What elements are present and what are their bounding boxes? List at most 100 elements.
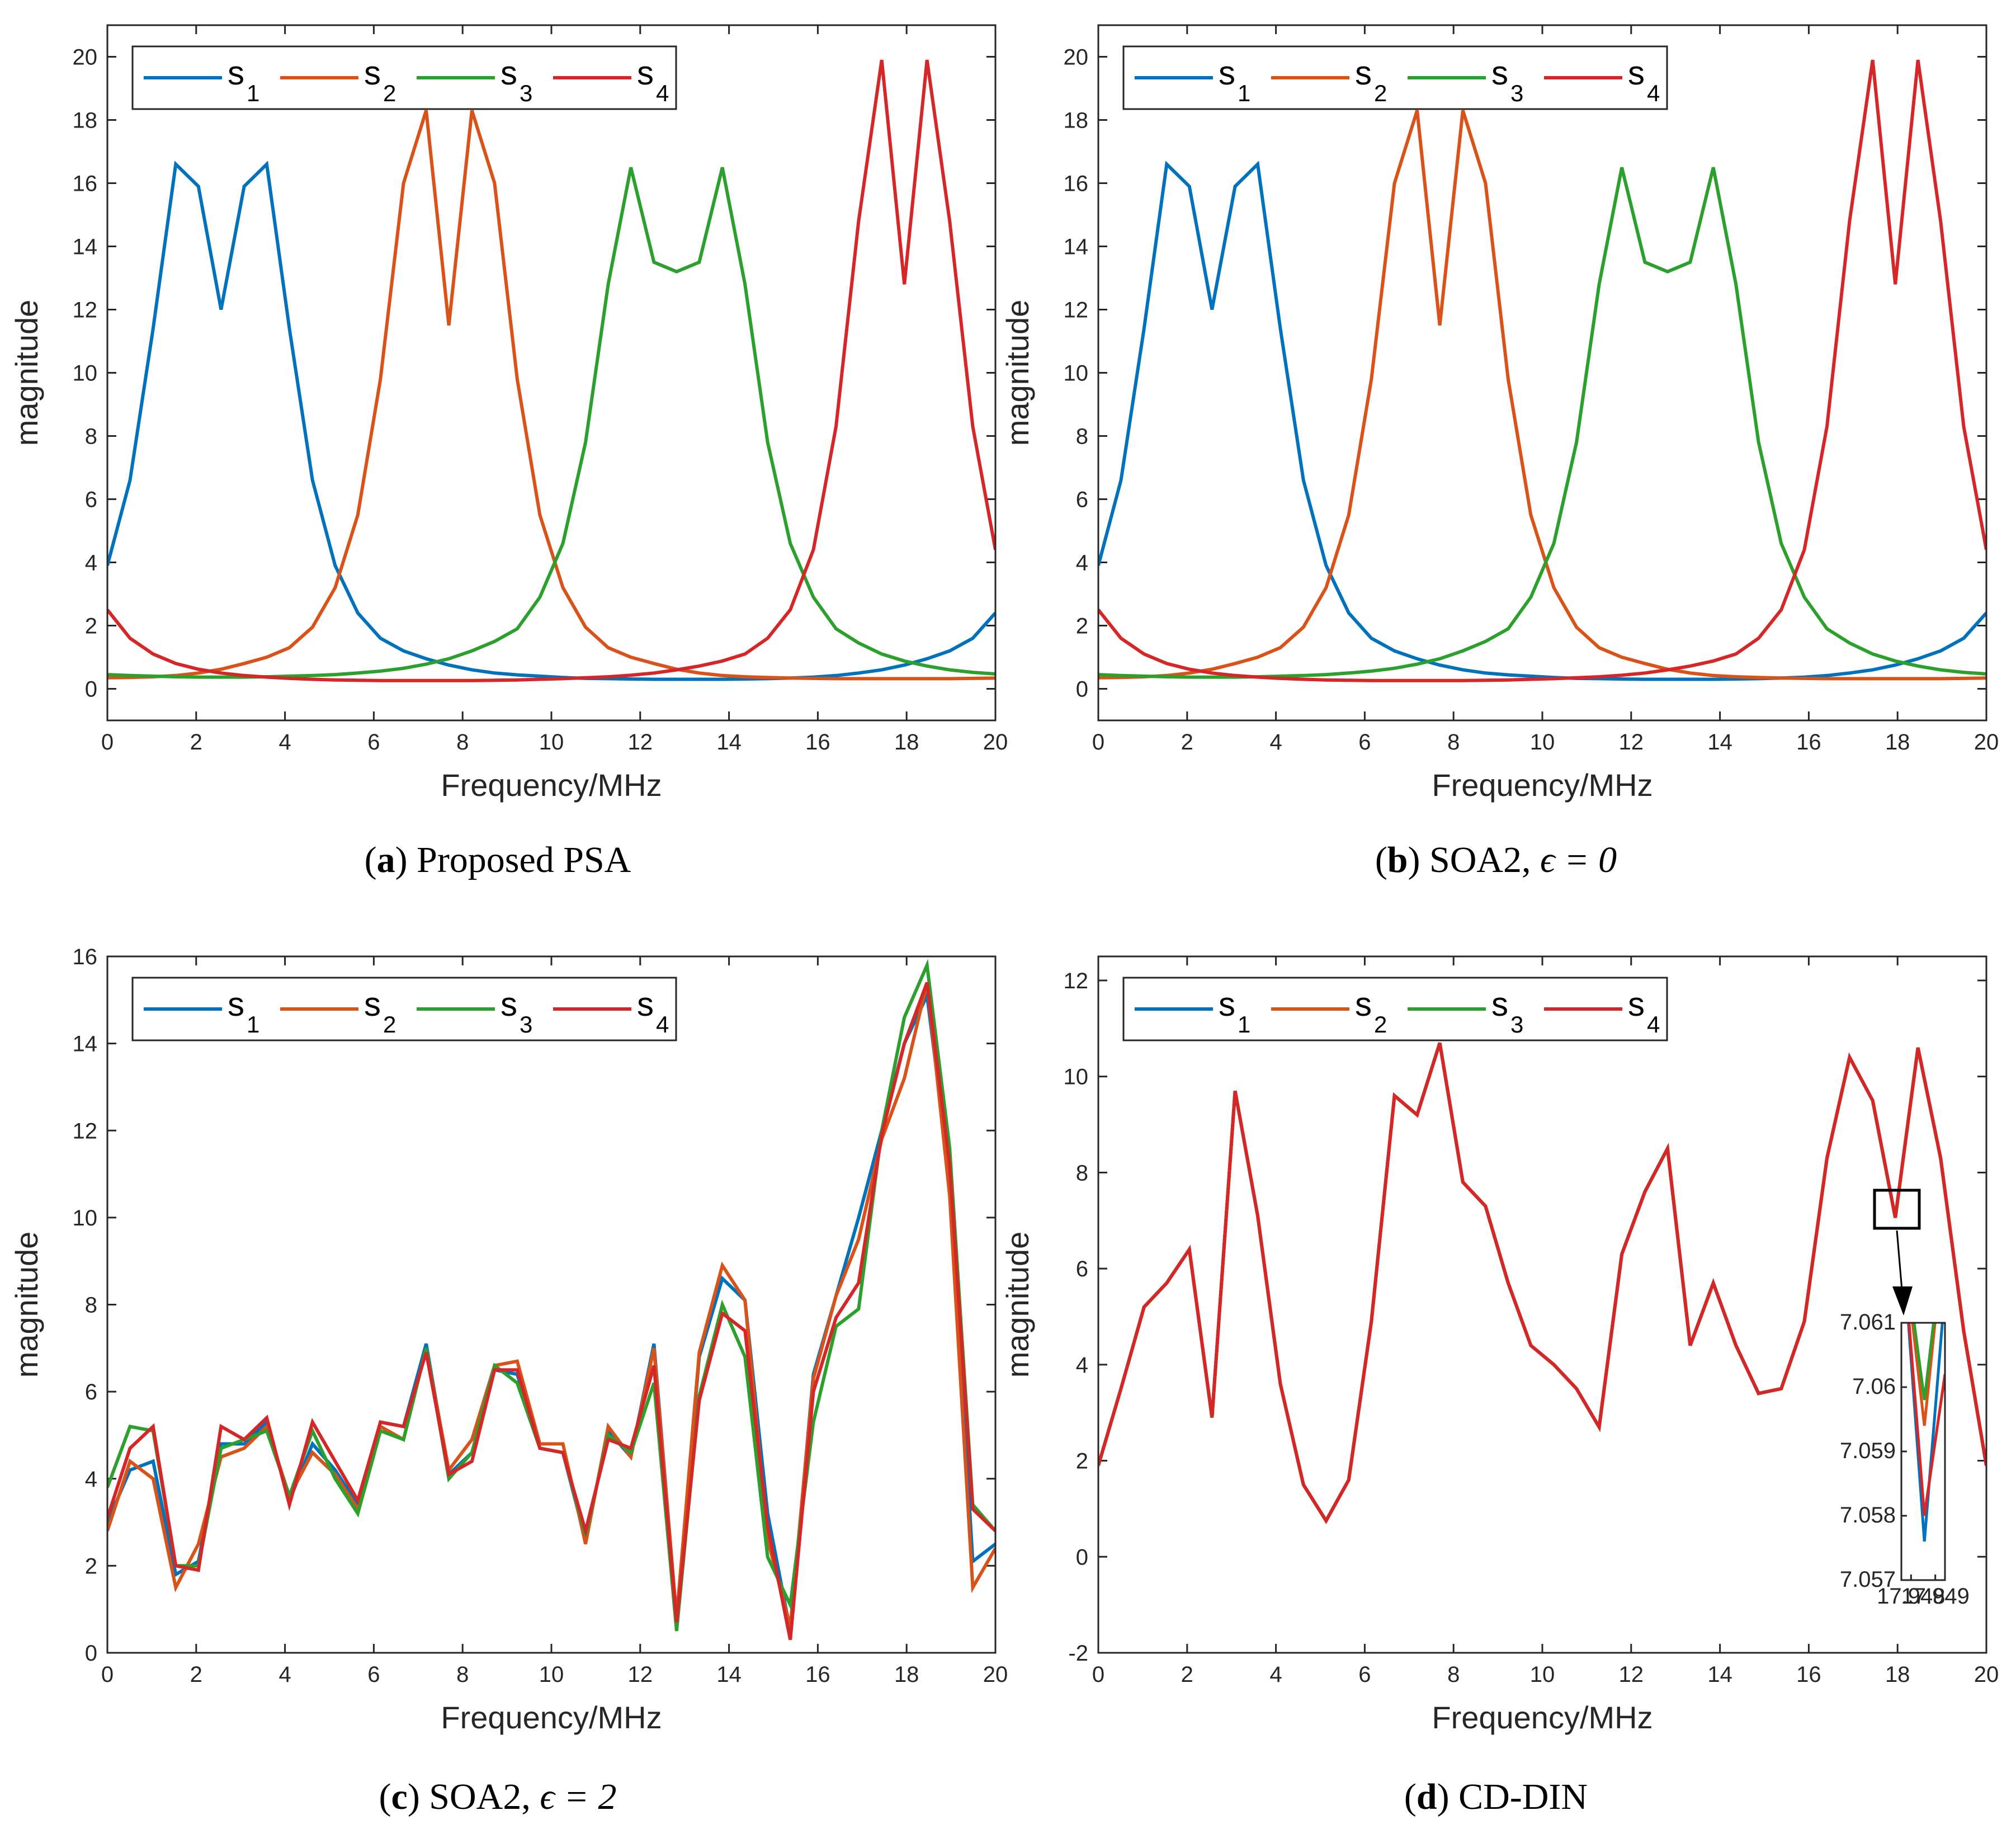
x-tick-label: 20 (1974, 1662, 1999, 1687)
chart-panel-c: 0 2 4 6 8 10 12 14 16 18 200246810121416Frequency/… (9, 945, 1008, 1735)
y-tick-label: 12 (1064, 969, 1089, 993)
x-tick-label: 2 (190, 1662, 202, 1687)
x-tick-label: 6 (1358, 1662, 1371, 1687)
legend-label-s1: s (1219, 54, 1235, 92)
y-tick-label: 10 (73, 1206, 98, 1231)
x-tick-label: 6 (1358, 730, 1371, 755)
chart-panel-a: 0 2 4 6 8 10 12 14 16 18 2002468101214161820Freque… (9, 24, 1008, 803)
series-line-s1 (1098, 161, 1986, 681)
y-tick-label: 12 (73, 1119, 98, 1143)
legend-label-s1: s (1219, 986, 1235, 1023)
y-tick-label: 6 (85, 488, 97, 512)
y-tick-label: 2 (85, 1554, 97, 1578)
x-tick-label: 16 (805, 1662, 830, 1687)
x-tick-label: 20 (983, 1662, 1008, 1687)
inset-y-tick-label: 7.061 (1840, 1310, 1896, 1335)
y-tick-label: 10 (1064, 361, 1089, 386)
y-tick-label: 0 (1076, 677, 1088, 702)
inset-line-s4 (1908, 1323, 1945, 1516)
legend-label-s2: s (1355, 54, 1372, 92)
x-tick-label: 0 (101, 730, 114, 755)
series-line-s1 (107, 161, 995, 681)
series-group (1098, 59, 1986, 682)
legend-label-s3: s (1491, 986, 1508, 1023)
x-axis-label: Frequency/MHz (441, 767, 662, 803)
x-tick-label: 8 (1447, 730, 1460, 755)
legend-sub-s1: 1 (247, 80, 259, 106)
series-group (107, 59, 995, 682)
x-tick-label: 10 (1530, 1662, 1555, 1687)
caption-text: SOA2, (1429, 840, 1531, 880)
y-tick-label: 4 (1076, 1353, 1088, 1378)
y-tick-label: 16 (73, 172, 98, 196)
x-tick-label: 4 (1269, 730, 1282, 755)
chart-panel-d: 0 2 4 6 8 10 12 14 16 18 20-2024681012Frequency/MH… (1000, 955, 1999, 1735)
y-tick-label: 4 (85, 1467, 97, 1492)
legend-sub-s1: 1 (1238, 1011, 1250, 1038)
inset-line-s3 (1913, 1323, 1935, 1401)
legend-sub-s2: 2 (1374, 1011, 1387, 1038)
x-tick-label: 0 (1092, 1662, 1104, 1687)
y-tick-label: 18 (1064, 109, 1089, 133)
legend-label-s2: s (364, 986, 381, 1023)
legend-sub-s3: 3 (520, 80, 532, 106)
legend-sub-s2: 2 (383, 80, 396, 106)
x-tick-label: 4 (278, 1662, 291, 1687)
series-line-s4 (107, 59, 995, 682)
legend-sub-s4: 4 (656, 1011, 669, 1038)
zoom-marker (1873, 1189, 1921, 1230)
y-tick-label: 0 (1076, 1545, 1088, 1569)
caption-d: (d) CD-DIN (1404, 1776, 1588, 1817)
legend-label-s4: s (637, 986, 654, 1023)
caption-math: ϵ = 0 (1540, 840, 1617, 880)
axes-box (106, 24, 997, 722)
x-tick-label: 2 (1181, 1662, 1193, 1687)
inset-y-tick-label: 7.058 (1840, 1503, 1896, 1528)
caption-text: SOA2, (429, 1776, 531, 1817)
legend-sub-s3: 3 (1510, 1011, 1523, 1038)
inset-y-tick-label: 7.06 (1852, 1374, 1896, 1399)
y-tick-label: 8 (1076, 1161, 1088, 1185)
x-tick-label: 14 (1707, 1662, 1732, 1687)
x-tick-label: 4 (1269, 1662, 1282, 1687)
inset-y-tick-label: 7.057 (1840, 1567, 1896, 1592)
x-tick-label: 16 (1796, 730, 1821, 755)
y-axis-label: magnitude (1000, 300, 1035, 446)
legend-sub-s3: 3 (520, 1011, 532, 1038)
x-axis-label: Frequency/MHz (1432, 767, 1653, 803)
x-tick-label: 16 (805, 730, 830, 755)
series-line-s4 (1098, 1042, 1986, 1524)
inset-y-tick-label: 7.059 (1840, 1439, 1896, 1463)
series-line-s4 (1098, 59, 1986, 682)
x-tick-label: 10 (539, 730, 564, 755)
legend-label-s3: s (501, 54, 517, 92)
x-tick-label: 2 (190, 730, 202, 755)
plot-area (1098, 956, 1986, 1653)
y-tick-label: 18 (73, 109, 98, 133)
y-tick-label: 8 (85, 1293, 97, 1318)
y-tick-label: 14 (73, 235, 98, 260)
plot-area (107, 956, 995, 1653)
x-tick-label: 10 (1530, 730, 1555, 755)
y-tick-label: 0 (85, 1641, 97, 1666)
y-tick-label: 2 (1076, 614, 1088, 639)
legend-label-s1: s (228, 986, 244, 1023)
x-tick-label: 8 (456, 730, 469, 755)
series-line-s2 (1098, 110, 1986, 681)
caption-a: (a) Proposed PSA (364, 840, 631, 880)
x-tick-label: 6 (367, 1662, 380, 1687)
x-tick-label: 14 (716, 1662, 742, 1687)
y-tick-label: 14 (73, 1032, 98, 1057)
y-tick-label: -2 (1068, 1641, 1088, 1666)
legend-sub-s1: 1 (1238, 80, 1250, 106)
x-tick-label: 8 (456, 1662, 469, 1687)
x-tick-label: 12 (628, 1662, 653, 1687)
legend-label-s2: s (1355, 986, 1372, 1023)
inset-x-tick-label: 17.949 (1901, 1584, 1969, 1609)
y-tick-label: 2 (1076, 1449, 1088, 1474)
legend-label-s4: s (637, 54, 654, 92)
y-tick-label: 4 (1076, 551, 1088, 576)
